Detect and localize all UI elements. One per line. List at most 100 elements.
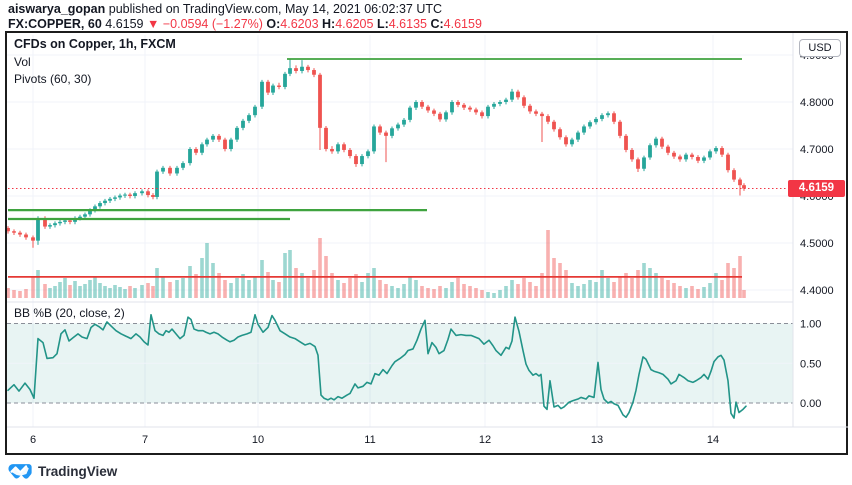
candle-body (188, 149, 192, 164)
candle-body (558, 129, 562, 138)
candle-body (53, 223, 57, 226)
volume-bar (78, 286, 82, 298)
volume-bar (606, 278, 610, 298)
candle-body (618, 121, 622, 136)
volume-bar (624, 273, 628, 298)
high-value: 4.6205 (335, 17, 374, 31)
chart-canvas[interactable]: 4.90004.80004.70004.60004.50004.40001.00… (7, 33, 848, 455)
symbol-name: FX:COPPER, 60 (8, 17, 102, 31)
volume-bar (31, 276, 35, 298)
time-axis-label: 14 (707, 434, 719, 446)
candle-body (546, 116, 550, 122)
low-value: 4.6135 (388, 17, 427, 31)
candle-body (492, 103, 496, 107)
candle-body (564, 137, 568, 145)
candle-body (378, 126, 382, 133)
candle-body (468, 107, 472, 110)
bb-percent-b-line (7, 313, 747, 419)
candle-body (354, 156, 358, 165)
candle-body (408, 107, 412, 120)
candle-body (366, 151, 370, 157)
volume-bar (564, 270, 568, 298)
candle-body (600, 115, 604, 119)
candle-body (217, 135, 221, 140)
volume-bar (360, 282, 364, 298)
volume-bar (43, 284, 47, 298)
candle-body (594, 118, 598, 123)
volume-bar (612, 282, 616, 298)
volume-bar (188, 266, 192, 298)
volume-bar (312, 270, 316, 298)
currency-toggle-button[interactable]: USD (799, 39, 841, 57)
price-change: −0.0594 (−1.27%) (162, 17, 263, 31)
volume-bar (300, 273, 304, 298)
volume-bar (24, 289, 28, 298)
volume-bar (318, 238, 322, 298)
volume-bar (486, 292, 490, 298)
volume-bar (88, 280, 92, 298)
candle-body (732, 170, 736, 180)
candle-body (68, 220, 72, 222)
volume-bar (83, 284, 87, 298)
candle-body (420, 102, 424, 107)
candle-body (498, 102, 502, 104)
volume-bar (103, 286, 107, 298)
candle-body (522, 97, 526, 106)
price-axis-label: 4.5000 (800, 238, 834, 250)
volume-bar (342, 283, 346, 298)
candle-body (516, 91, 520, 98)
volume-bar (702, 287, 706, 298)
symbol-line: FX:COPPER, 60 4.6159 ▼ −0.0594 (−1.27%) … (8, 17, 482, 32)
volume-bar (630, 278, 634, 298)
candle-body (108, 198, 112, 201)
candle-body (582, 126, 586, 133)
candle-body (318, 74, 322, 128)
volume-bar (133, 288, 137, 298)
candle-body (462, 104, 466, 108)
candle-body (229, 139, 233, 149)
last-price: 4.6159 (105, 17, 144, 31)
candle-body (181, 163, 185, 168)
volume-bar (161, 276, 165, 298)
volume-bar (642, 263, 646, 298)
volume-bar (594, 282, 598, 298)
change-direction-icon: ▼ (146, 17, 160, 31)
close-value: 4.6159 (443, 17, 482, 31)
volume-bar (528, 282, 532, 298)
candle-body (36, 218, 40, 241)
candle-body (726, 154, 730, 171)
candle-body (606, 113, 610, 116)
volume-bar (444, 288, 448, 298)
chart-title: CFDs on Copper, 1h, FXCM (14, 37, 176, 51)
volume-bar (294, 268, 298, 298)
time-axis-label: 10 (252, 434, 264, 446)
volume-bar (200, 258, 204, 298)
candle-body (146, 191, 150, 196)
volume-bar (684, 288, 688, 298)
tradingview-brand[interactable]: TradingView (8, 461, 117, 481)
volume-bar (522, 278, 526, 298)
volume-bar (211, 263, 215, 298)
volume-bar (408, 276, 412, 298)
volume-bar (205, 243, 209, 298)
candle-body (702, 157, 706, 161)
volume-bar (666, 280, 670, 298)
candle-body (684, 154, 688, 160)
candle-body (175, 167, 179, 174)
tradingview-logo-icon (8, 464, 32, 479)
candle-body (486, 106, 490, 117)
volume-bar (140, 285, 144, 298)
volume-bar (288, 250, 292, 298)
volume-bar (266, 272, 270, 298)
candle-body (18, 232, 22, 235)
candle-body (510, 91, 514, 100)
volume-bar (108, 288, 112, 298)
candle-body (390, 128, 394, 136)
volume-bar (588, 280, 592, 298)
candle-body (128, 194, 132, 196)
volume-bar (336, 280, 340, 298)
candle-body (283, 73, 287, 87)
candle-body (396, 124, 400, 129)
candle-body (738, 179, 742, 186)
time-axis-label: 7 (142, 434, 148, 446)
